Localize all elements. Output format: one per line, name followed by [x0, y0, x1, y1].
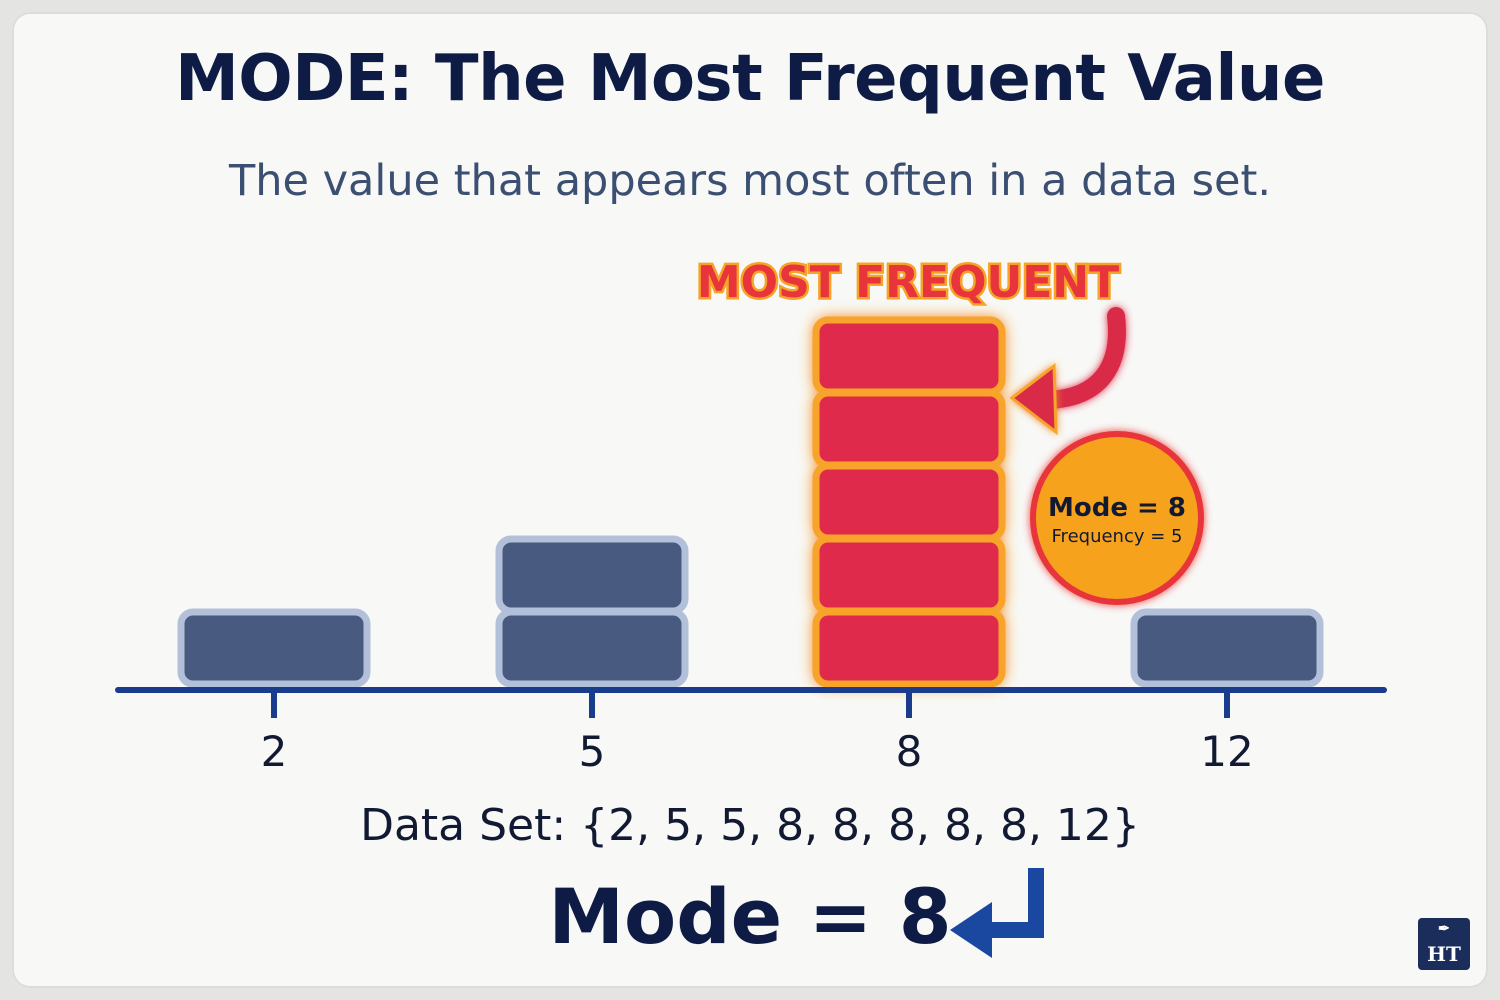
tick-label-2: 2 — [261, 727, 288, 776]
tick-label-12: 12 — [1200, 727, 1253, 776]
quill-icon: ✒ — [1438, 921, 1450, 937]
mode-badge-frequency: Frequency = 5 — [1052, 526, 1183, 547]
block-5-2 — [495, 535, 689, 615]
block-5-1 — [495, 608, 689, 688]
block-8-2 — [812, 535, 1006, 615]
stack-12 — [1130, 608, 1324, 688]
block-8-5 — [812, 316, 1006, 396]
logo-text: HT — [1427, 942, 1461, 966]
dataset-text: Data Set: {2, 5, 5, 8, 8, 8, 8, 8, 12} — [360, 800, 1140, 851]
tick-label-8: 8 — [896, 727, 923, 776]
curved-arrow-icon — [1039, 307, 1126, 409]
most-frequent-label: MOST FREQUENT — [697, 257, 1119, 308]
block-8-1 — [812, 608, 1006, 688]
block-8-3 — [812, 462, 1006, 542]
return-arrow-icon — [950, 868, 1044, 958]
stack-2 — [177, 608, 371, 688]
block-2-1 — [177, 608, 371, 688]
block-8-4 — [812, 389, 1006, 469]
card-background — [12, 12, 1488, 988]
page-subtitle: The value that appears most often in a d… — [228, 156, 1272, 206]
mode-badge-title: Mode = 8 — [1048, 493, 1186, 523]
stack-8 — [812, 316, 1006, 688]
curved-arrow-head-icon — [1009, 363, 1058, 436]
tick-label-5: 5 — [579, 727, 606, 776]
block-12-1 — [1130, 608, 1324, 688]
stack-5 — [495, 535, 689, 688]
mode-badge: Mode = 8 Frequency = 5 — [1030, 431, 1204, 605]
mode-result: Mode = 8 — [548, 872, 952, 961]
ht-logo: ✒ HT — [1418, 918, 1470, 970]
mode-badge-circle — [1030, 431, 1204, 605]
page-title: MODE: The Most Frequent Value — [175, 42, 1325, 116]
